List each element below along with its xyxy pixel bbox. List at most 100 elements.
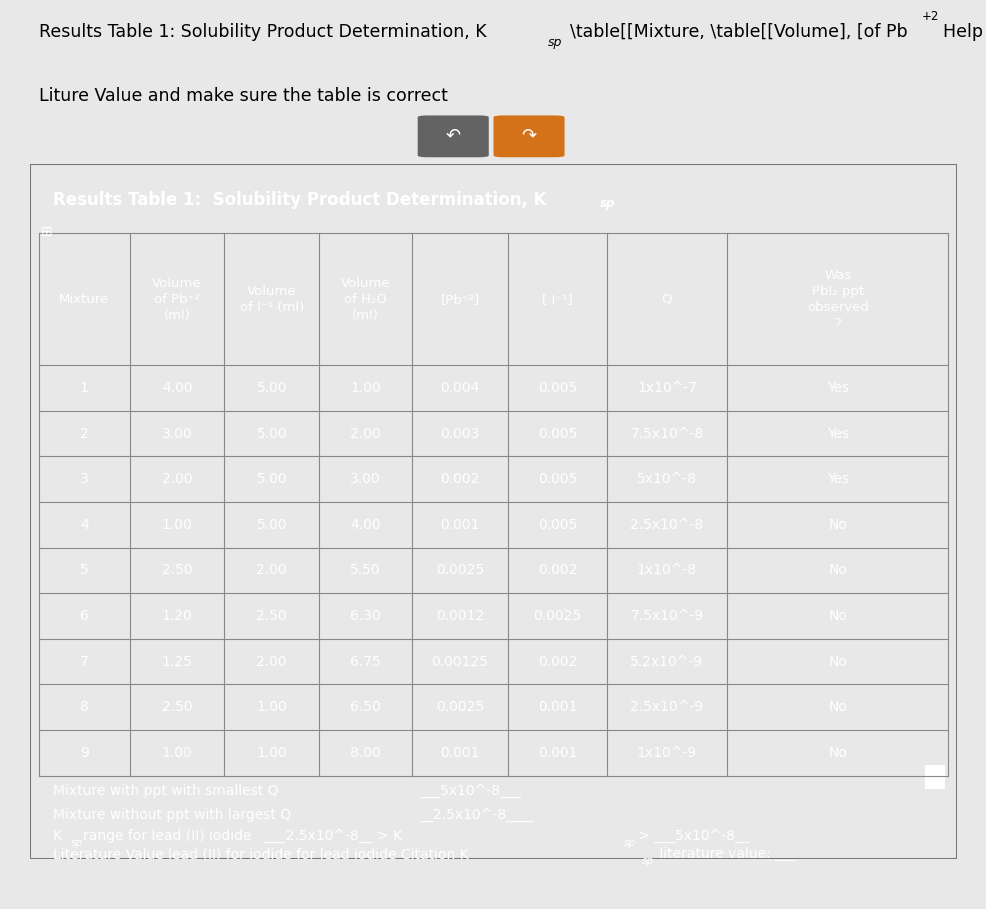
Text: 5.00: 5.00 <box>256 381 287 395</box>
Text: 2.00: 2.00 <box>162 473 192 486</box>
Text: No: No <box>827 654 846 669</box>
Text: 1.20: 1.20 <box>162 609 192 623</box>
Text: 2.50: 2.50 <box>162 564 192 577</box>
Text: Yes: Yes <box>826 381 848 395</box>
Text: Mixture with ppt with smallest Q: Mixture with ppt with smallest Q <box>52 784 278 798</box>
Text: 8: 8 <box>80 700 89 714</box>
Text: 4.00: 4.00 <box>162 381 192 395</box>
Text: No: No <box>827 700 846 714</box>
Text: 7.5x10^-9: 7.5x10^-9 <box>630 609 703 623</box>
Text: 6.50: 6.50 <box>350 700 381 714</box>
Text: > ___5x10^-8__: > ___5x10^-8__ <box>638 829 748 844</box>
Text: 0.001: 0.001 <box>537 745 577 760</box>
Text: 2.50: 2.50 <box>256 609 287 623</box>
Text: 1.00: 1.00 <box>162 518 192 532</box>
Text: 2: 2 <box>80 426 89 441</box>
Text: 4: 4 <box>80 518 89 532</box>
Text: Q: Q <box>661 293 671 305</box>
Text: 1.00: 1.00 <box>162 745 192 760</box>
Text: 1x10^-9: 1x10^-9 <box>636 745 696 760</box>
Text: 3.00: 3.00 <box>162 426 192 441</box>
Text: 2.00: 2.00 <box>256 564 287 577</box>
Text: Help me solve for the: Help me solve for the <box>931 23 986 41</box>
Text: 0.0012: 0.0012 <box>436 609 484 623</box>
Text: 1x10^-8: 1x10^-8 <box>636 564 696 577</box>
Text: __2.5x10^-8____: __2.5x10^-8____ <box>419 808 533 823</box>
Text: 2.00: 2.00 <box>350 426 381 441</box>
Text: ⊞: ⊞ <box>40 225 52 239</box>
Text: 5.50: 5.50 <box>350 564 381 577</box>
Text: 0.004: 0.004 <box>440 381 479 395</box>
Text: Mixture without ppt with largest Q: Mixture without ppt with largest Q <box>52 808 291 823</box>
Text: 0.0025: 0.0025 <box>436 564 484 577</box>
Text: No: No <box>827 518 846 532</box>
Text: [ I⁻¹]: [ I⁻¹] <box>541 293 572 305</box>
Text: Was
PbI₂ ppt
observed
?: Was PbI₂ ppt observed ? <box>806 269 868 330</box>
Text: 1.00: 1.00 <box>256 700 287 714</box>
Text: 5: 5 <box>80 564 89 577</box>
Text: sp: sp <box>547 35 562 49</box>
Text: 7: 7 <box>80 654 89 669</box>
Text: ↷: ↷ <box>521 126 536 145</box>
Text: 1.00: 1.00 <box>256 745 287 760</box>
Text: literature value: ___: literature value: ___ <box>655 847 796 861</box>
Text: Volume
of I⁻¹ (ml): Volume of I⁻¹ (ml) <box>240 285 304 314</box>
Text: 6.75: 6.75 <box>350 654 381 669</box>
Text: Results Table 1: Solubility Product Determination, K: Results Table 1: Solubility Product Dete… <box>39 23 487 41</box>
Text: No: No <box>827 564 846 577</box>
Text: 9: 9 <box>80 745 89 760</box>
Text: 7.5x10^-8: 7.5x10^-8 <box>630 426 703 441</box>
Text: sp: sp <box>599 197 615 210</box>
FancyBboxPatch shape <box>417 115 488 157</box>
Text: 1x10^-7: 1x10^-7 <box>636 381 696 395</box>
Text: range for lead (II) iodide   ___2.5x10^-8__ > K: range for lead (II) iodide ___2.5x10^-8_… <box>84 829 402 844</box>
Text: K: K <box>52 829 62 843</box>
Text: Volume
of H₂O
(ml): Volume of H₂O (ml) <box>340 276 389 322</box>
Text: 8.00: 8.00 <box>350 745 381 760</box>
Text: +2: +2 <box>921 10 939 24</box>
Text: ↶: ↶ <box>446 126 460 145</box>
Text: 5.00: 5.00 <box>256 426 287 441</box>
Text: sp: sp <box>623 838 635 848</box>
Text: Mixture: Mixture <box>59 293 109 305</box>
Text: Results Table 1:  Solubility Product Determination, K: Results Table 1: Solubility Product Dete… <box>52 192 546 209</box>
Text: 1.00: 1.00 <box>350 381 381 395</box>
Text: 6.30: 6.30 <box>350 609 381 623</box>
Bar <box>924 765 945 789</box>
Text: 0.005: 0.005 <box>537 518 577 532</box>
Text: 2.5x10^-8: 2.5x10^-8 <box>630 518 703 532</box>
Text: 0.001: 0.001 <box>440 745 479 760</box>
Text: No: No <box>827 609 846 623</box>
Text: 0.00125: 0.00125 <box>431 654 488 669</box>
Text: 3: 3 <box>80 473 89 486</box>
Text: 2.50: 2.50 <box>162 700 192 714</box>
Text: 1.25: 1.25 <box>162 654 192 669</box>
Text: Yes: Yes <box>826 426 848 441</box>
Text: ___5x10^-8___: ___5x10^-8___ <box>419 784 521 798</box>
Text: 2.00: 2.00 <box>256 654 287 669</box>
Text: 0.003: 0.003 <box>440 426 479 441</box>
Text: sp: sp <box>70 838 83 848</box>
Text: 4.00: 4.00 <box>350 518 381 532</box>
Text: sp: sp <box>641 856 654 866</box>
Text: 2.5x10^-9: 2.5x10^-9 <box>630 700 703 714</box>
Text: 0.002: 0.002 <box>537 564 577 577</box>
Text: 0.001: 0.001 <box>440 518 479 532</box>
Text: Volume
of Pb⁺²
(ml): Volume of Pb⁺² (ml) <box>152 276 202 322</box>
Text: 0.005: 0.005 <box>537 473 577 486</box>
Text: Yes: Yes <box>826 473 848 486</box>
Text: 0.002: 0.002 <box>440 473 479 486</box>
Text: 5x10^-8: 5x10^-8 <box>636 473 696 486</box>
Text: 0.002: 0.002 <box>537 654 577 669</box>
Text: 3.00: 3.00 <box>350 473 381 486</box>
Text: 6: 6 <box>80 609 89 623</box>
FancyBboxPatch shape <box>493 115 564 157</box>
Text: 1: 1 <box>80 381 89 395</box>
Text: 5.00: 5.00 <box>256 518 287 532</box>
Text: 0.0025: 0.0025 <box>436 700 484 714</box>
Text: 0.005: 0.005 <box>537 426 577 441</box>
Text: 0.0025: 0.0025 <box>532 609 581 623</box>
Text: Literature Value lead (II) for iodide for lead iodide Citation K: Literature Value lead (II) for iodide fo… <box>52 847 468 861</box>
Text: No: No <box>827 745 846 760</box>
Text: \table[[Mixture, \table[[Volume], [of Pb: \table[[Mixture, \table[[Volume], [of Pb <box>570 23 907 41</box>
